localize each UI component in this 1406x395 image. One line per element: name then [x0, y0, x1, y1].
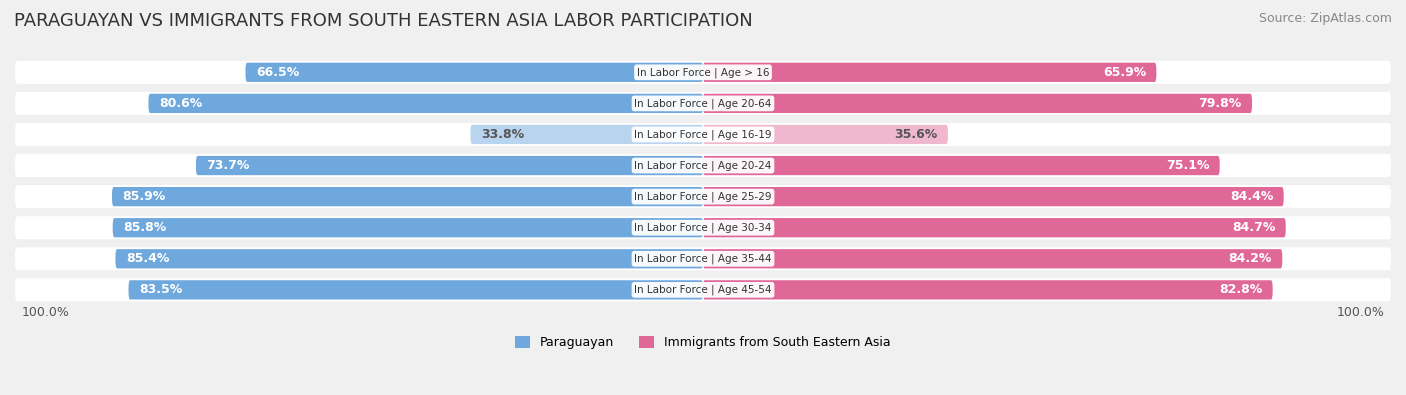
FancyBboxPatch shape [149, 94, 703, 113]
FancyBboxPatch shape [115, 249, 703, 269]
Text: 73.7%: 73.7% [207, 159, 250, 172]
Text: 85.9%: 85.9% [122, 190, 166, 203]
Text: In Labor Force | Age 20-24: In Labor Force | Age 20-24 [634, 160, 772, 171]
FancyBboxPatch shape [703, 156, 1219, 175]
Text: 84.4%: 84.4% [1230, 190, 1274, 203]
FancyBboxPatch shape [703, 187, 1284, 206]
Text: 35.6%: 35.6% [894, 128, 938, 141]
FancyBboxPatch shape [112, 218, 703, 237]
FancyBboxPatch shape [471, 125, 703, 144]
FancyBboxPatch shape [128, 280, 703, 299]
Legend: Paraguayan, Immigrants from South Eastern Asia: Paraguayan, Immigrants from South Easter… [510, 331, 896, 354]
Text: 80.6%: 80.6% [159, 97, 202, 110]
Text: In Labor Force | Age 45-54: In Labor Force | Age 45-54 [634, 285, 772, 295]
FancyBboxPatch shape [195, 156, 703, 175]
FancyBboxPatch shape [112, 187, 703, 206]
Text: 84.2%: 84.2% [1229, 252, 1272, 265]
FancyBboxPatch shape [15, 185, 1391, 208]
Text: Source: ZipAtlas.com: Source: ZipAtlas.com [1258, 12, 1392, 25]
Text: In Labor Force | Age 35-44: In Labor Force | Age 35-44 [634, 254, 772, 264]
Text: 85.8%: 85.8% [122, 221, 166, 234]
Text: PARAGUAYAN VS IMMIGRANTS FROM SOUTH EASTERN ASIA LABOR PARTICIPATION: PARAGUAYAN VS IMMIGRANTS FROM SOUTH EAST… [14, 12, 752, 30]
FancyBboxPatch shape [15, 247, 1391, 270]
Text: In Labor Force | Age 25-29: In Labor Force | Age 25-29 [634, 191, 772, 202]
FancyBboxPatch shape [15, 278, 1391, 301]
Text: 33.8%: 33.8% [481, 128, 524, 141]
Text: In Labor Force | Age 30-34: In Labor Force | Age 30-34 [634, 222, 772, 233]
FancyBboxPatch shape [703, 249, 1282, 269]
Text: 100.0%: 100.0% [22, 306, 70, 319]
FancyBboxPatch shape [703, 94, 1251, 113]
FancyBboxPatch shape [703, 280, 1272, 299]
Text: 79.8%: 79.8% [1198, 97, 1241, 110]
Text: 66.5%: 66.5% [256, 66, 299, 79]
FancyBboxPatch shape [703, 63, 1156, 82]
FancyBboxPatch shape [15, 154, 1391, 177]
FancyBboxPatch shape [15, 92, 1391, 115]
Text: 84.7%: 84.7% [1232, 221, 1275, 234]
Text: In Labor Force | Age 20-64: In Labor Force | Age 20-64 [634, 98, 772, 109]
Text: In Labor Force | Age 16-19: In Labor Force | Age 16-19 [634, 129, 772, 140]
Text: 83.5%: 83.5% [139, 283, 183, 296]
Text: 75.1%: 75.1% [1166, 159, 1209, 172]
FancyBboxPatch shape [246, 63, 703, 82]
FancyBboxPatch shape [15, 123, 1391, 146]
FancyBboxPatch shape [703, 218, 1285, 237]
Text: 82.8%: 82.8% [1219, 283, 1263, 296]
Text: 65.9%: 65.9% [1102, 66, 1146, 79]
FancyBboxPatch shape [15, 61, 1391, 84]
Text: 100.0%: 100.0% [1336, 306, 1384, 319]
Text: In Labor Force | Age > 16: In Labor Force | Age > 16 [637, 67, 769, 77]
FancyBboxPatch shape [15, 216, 1391, 239]
Text: 85.4%: 85.4% [125, 252, 169, 265]
FancyBboxPatch shape [703, 125, 948, 144]
